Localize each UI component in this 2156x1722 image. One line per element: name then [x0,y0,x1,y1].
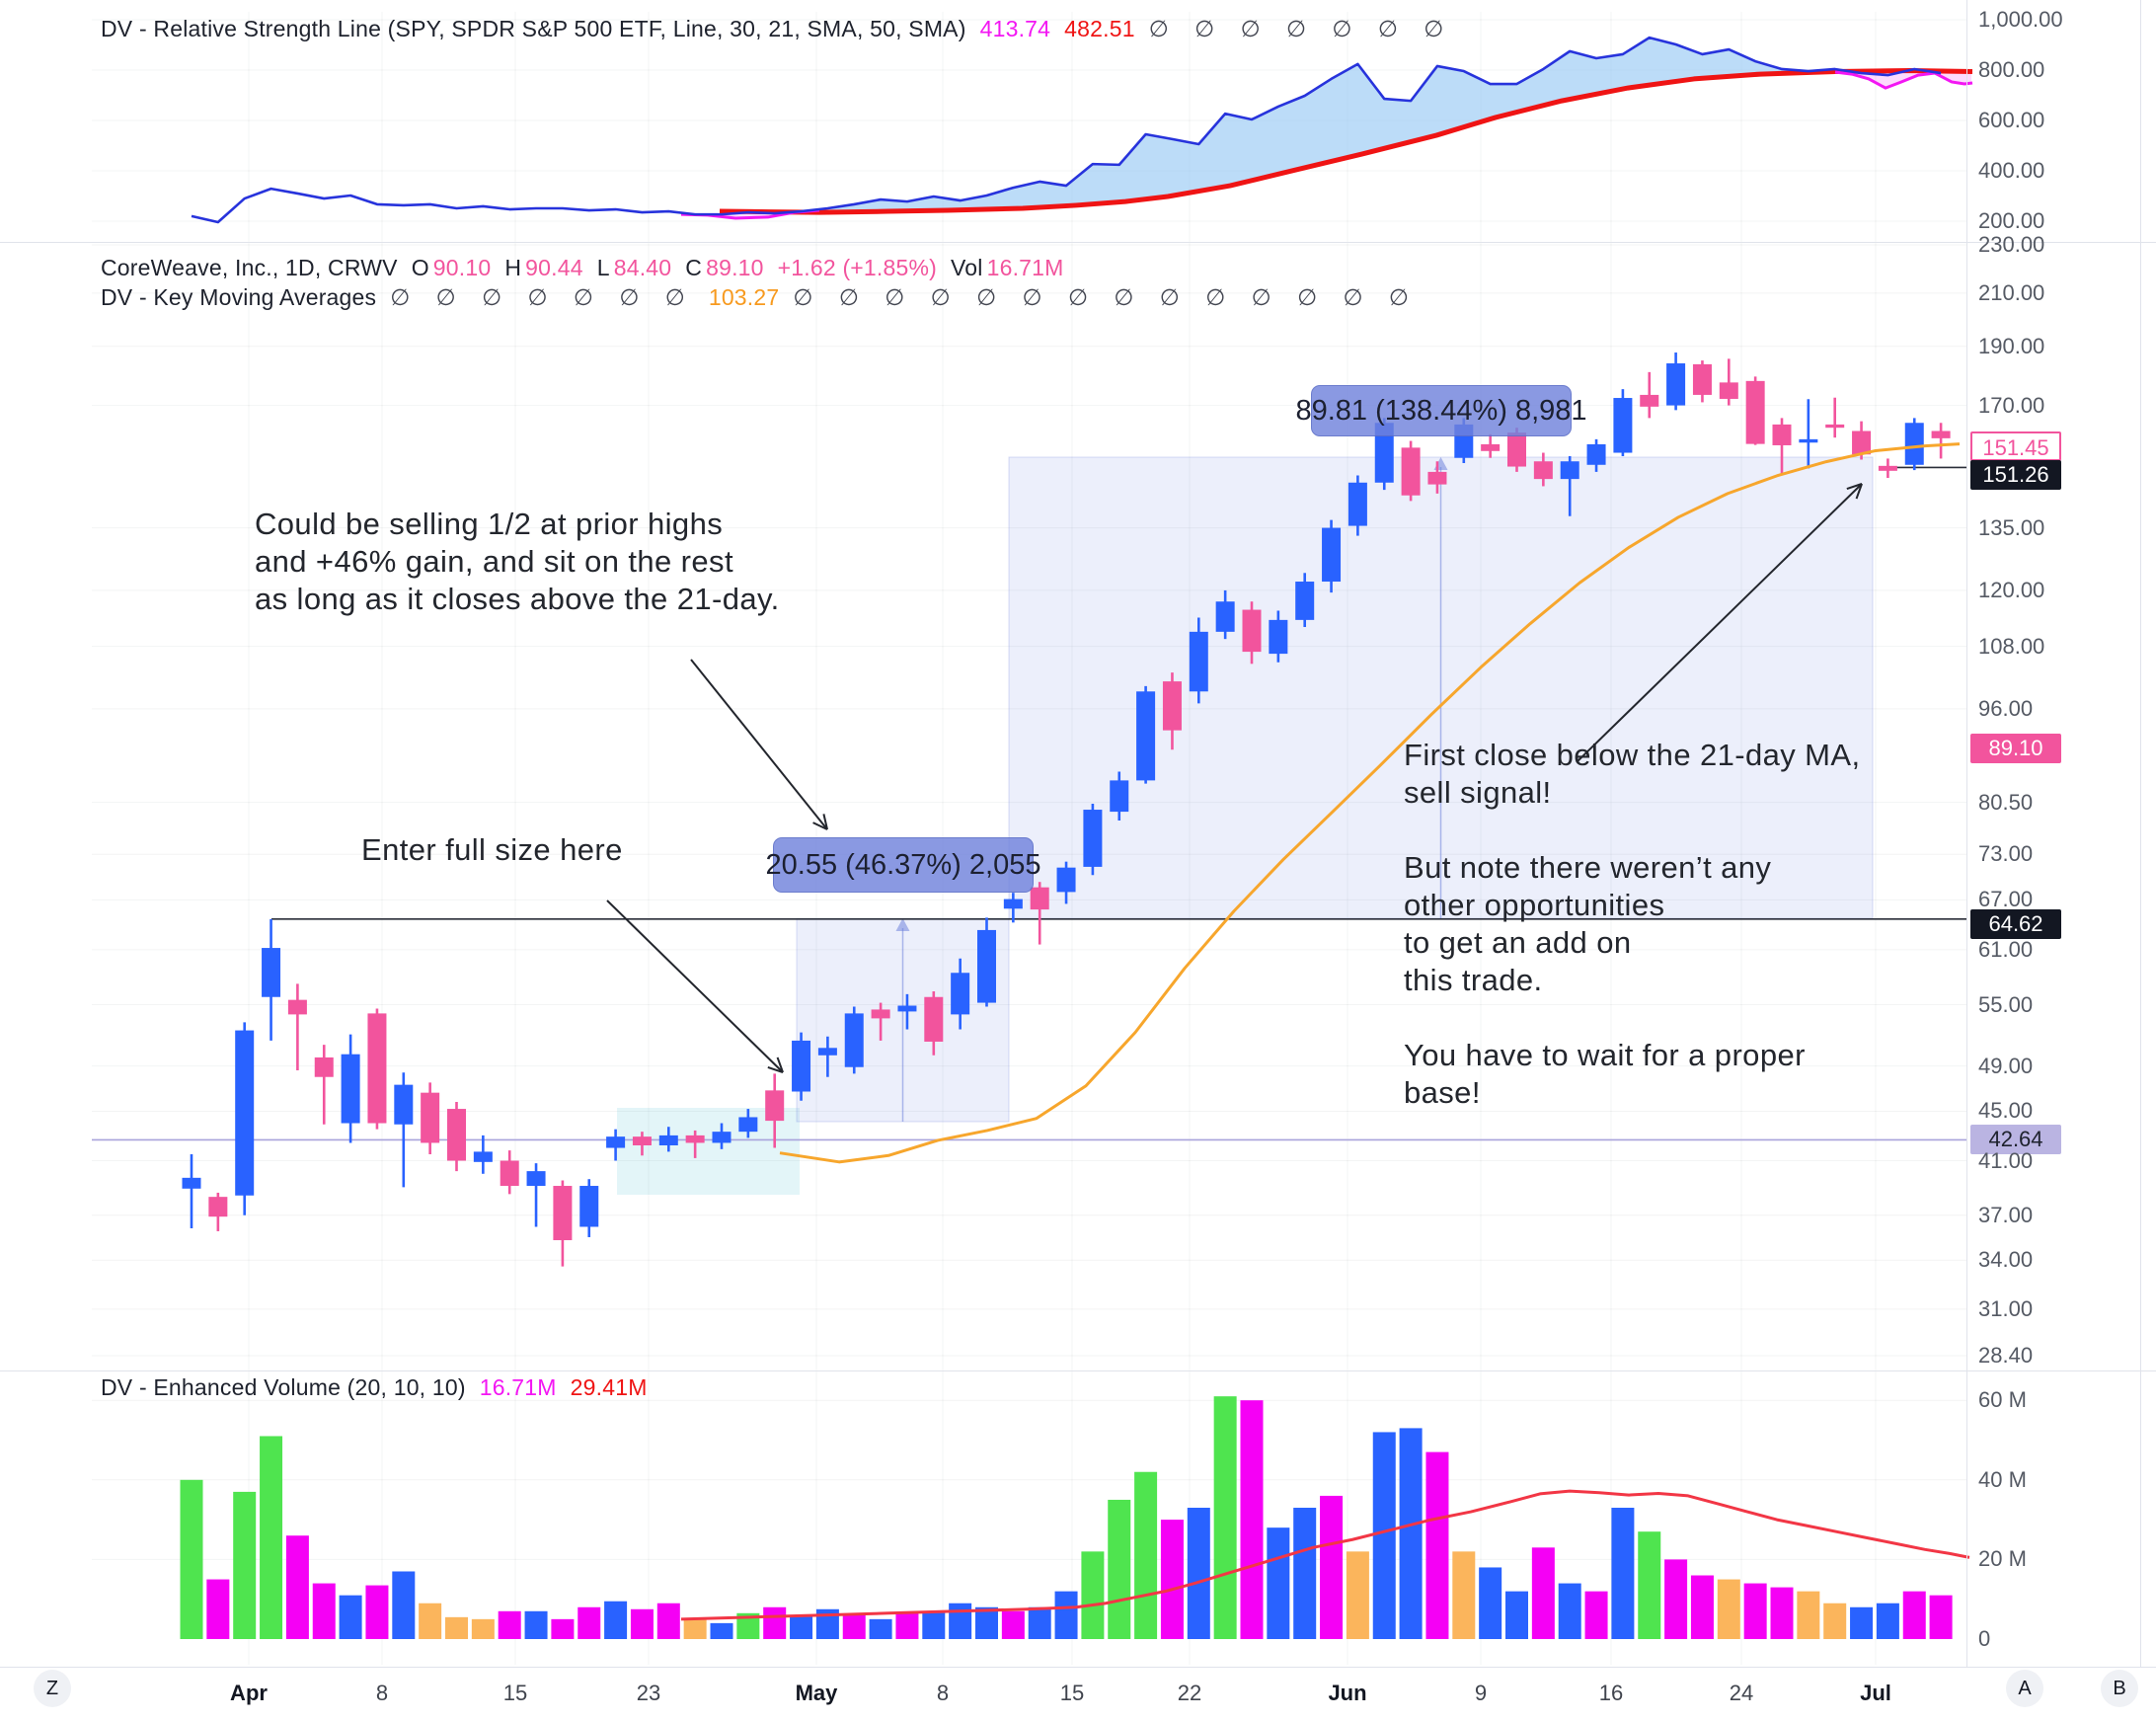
auto-scale-button[interactable]: A [2006,1670,2043,1707]
price-axis-separator [1966,0,1967,1667]
price-label-last-close: 89.10 [1970,734,2061,763]
legend-kma: DV - Key Moving Averages ∅ ∅ ∅ ∅ ∅ ∅ ∅ 1… [101,284,1419,311]
legend-symbol: CoreWeave, Inc., 1D, CRWV O 90.10 H 90.4… [101,255,1064,281]
volume-value: 16.71M [986,255,1064,280]
date-tick-label: 22 [1177,1681,1202,1705]
price-tick-label: 34.00 [1978,1247,2034,1273]
ohlc-open-value: 90.10 [432,255,492,280]
price-tick-label: 55.00 [1978,991,2034,1017]
price-tick-label: 170.00 [1978,392,2045,418]
panel-separator[interactable] [0,242,2156,243]
date-tick-label: 15 [1059,1681,1085,1705]
symbol-title[interactable]: CoreWeave, Inc., 1D, CRWV [101,255,398,280]
timezone-button[interactable]: Z [34,1670,71,1707]
ohlc-close-label: C [685,255,703,280]
price-label-level-151: 151.26 [1970,460,2061,490]
rs-value-red: 482.51 [1064,16,1135,41]
price-label-level-64: 64.62 [1970,909,2061,939]
price-tick-label: 37.00 [1978,1202,2034,1227]
rs-value-magenta: 413.74 [979,16,1051,41]
price-tick-label: 40 M [1978,1466,2027,1492]
price-tick-label: 135.00 [1978,514,2045,540]
volume-indicator-title: DV - Enhanced Volume (20, 10, 10) [101,1374,466,1400]
volume-label: Vol [951,255,983,280]
kma-empty-values-1: ∅ ∅ ∅ ∅ ∅ ∅ ∅ [390,284,695,310]
price-tick-label: 31.00 [1978,1295,2034,1321]
price-tick-label: 45.00 [1978,1098,2034,1124]
price-axis-right-border [2140,0,2141,1667]
kma-empty-values-2: ∅ ∅ ∅ ∅ ∅ ∅ ∅ ∅ ∅ ∅ ∅ ∅ ∅ ∅ [793,284,1419,310]
date-tick-label: 8 [375,1681,389,1705]
ohlc-high-label: H [504,255,522,280]
date-tick-label: May [795,1681,838,1705]
annotation-sell-signal-note[interactable]: First close below the 21-day MA, sell si… [1404,738,1861,1110]
price-tick-label: 600.00 [1978,108,2045,132]
measure-badge-138pct[interactable]: 89.81 (138.44%) 8,981 [1295,385,1587,436]
price-tick-label: 73.00 [1978,841,2034,867]
price-tick-label: 67.00 [1978,887,2034,912]
annotation-enter-full-size[interactable]: Enter full size here [361,832,623,867]
date-tick-label: Apr [230,1681,268,1705]
kma-indicator-title: DV - Key Moving Averages [101,284,377,310]
ohlc-low-value: 84.40 [613,255,672,280]
volume-value-magenta: 16.71M [479,1374,557,1400]
rs-empty-values: ∅ ∅ ∅ ∅ ∅ ∅ ∅ [1148,16,1454,41]
date-tick-label: 16 [1598,1681,1624,1705]
volume-ma-value-red: 29.41M [570,1374,648,1400]
price-tick-label: 61.00 [1978,936,2034,962]
price-tick-label: 96.00 [1978,695,2034,721]
date-tick-label: Jul [1860,1681,1891,1705]
time-axis-separator [0,1667,2156,1668]
price-tick-label: 230.00 [1978,232,2045,257]
price-tick-label: 0 [1978,1626,1991,1651]
ohlc-low-label: L [596,255,610,280]
ohlc-open-label: O [411,255,429,280]
legend-rs-panel: DV - Relative Strength Line (SPY, SPDR S… [101,16,1453,42]
kma-ma21-value: 103.27 [708,284,780,310]
date-tick-label: 24 [1729,1681,1754,1705]
price-tick-label: 41.00 [1978,1147,2034,1173]
date-tick-label: 23 [636,1681,661,1705]
price-tick-label: 190.00 [1978,333,2045,358]
price-tick-label: 80.50 [1978,789,2034,815]
date-tick-label: Jun [1328,1681,1367,1705]
price-tick-label: 120.00 [1978,577,2045,602]
log-scale-button[interactable]: B [2101,1670,2138,1707]
ohlc-change-value: +1.62 (+1.85%) [777,255,938,280]
price-tick-label: 210.00 [1978,279,2045,305]
price-tick-label: 1,000.00 [1978,7,2063,32]
panel-separator[interactable] [0,1370,2156,1371]
price-tick-label: 400.00 [1978,158,2045,183]
ohlc-close-value: 89.10 [706,255,764,280]
price-tick-label: 800.00 [1978,57,2045,82]
annotation-sell-half-note[interactable]: Could be selling 1/2 at prior highs and … [255,507,780,616]
legend-volume-panel: DV - Enhanced Volume (20, 10, 10) 16.71M… [101,1374,648,1401]
date-tick-label: 9 [1474,1681,1488,1705]
price-tick-label: 60 M [1978,1387,2027,1413]
rs-indicator-title: DV - Relative Strength Line (SPY, SPDR S… [101,16,966,41]
price-label-countdown: 151.45 [1970,431,2061,461]
date-tick-label: 15 [502,1681,528,1705]
measure-badge-46pct[interactable]: 20.55 (46.37%) 2,055 [766,837,1040,893]
price-tick-label: 49.00 [1978,1053,2034,1078]
price-label-level-42: 42.64 [1970,1125,2061,1154]
price-tick-label: 20 M [1978,1546,2027,1572]
price-tick-label: 108.00 [1978,633,2045,659]
price-tick-label: 28.40 [1978,1343,2034,1368]
price-tick-label: 200.00 [1978,208,2045,233]
ohlc-high-value: 90.44 [525,255,583,280]
date-tick-label: 8 [936,1681,950,1705]
